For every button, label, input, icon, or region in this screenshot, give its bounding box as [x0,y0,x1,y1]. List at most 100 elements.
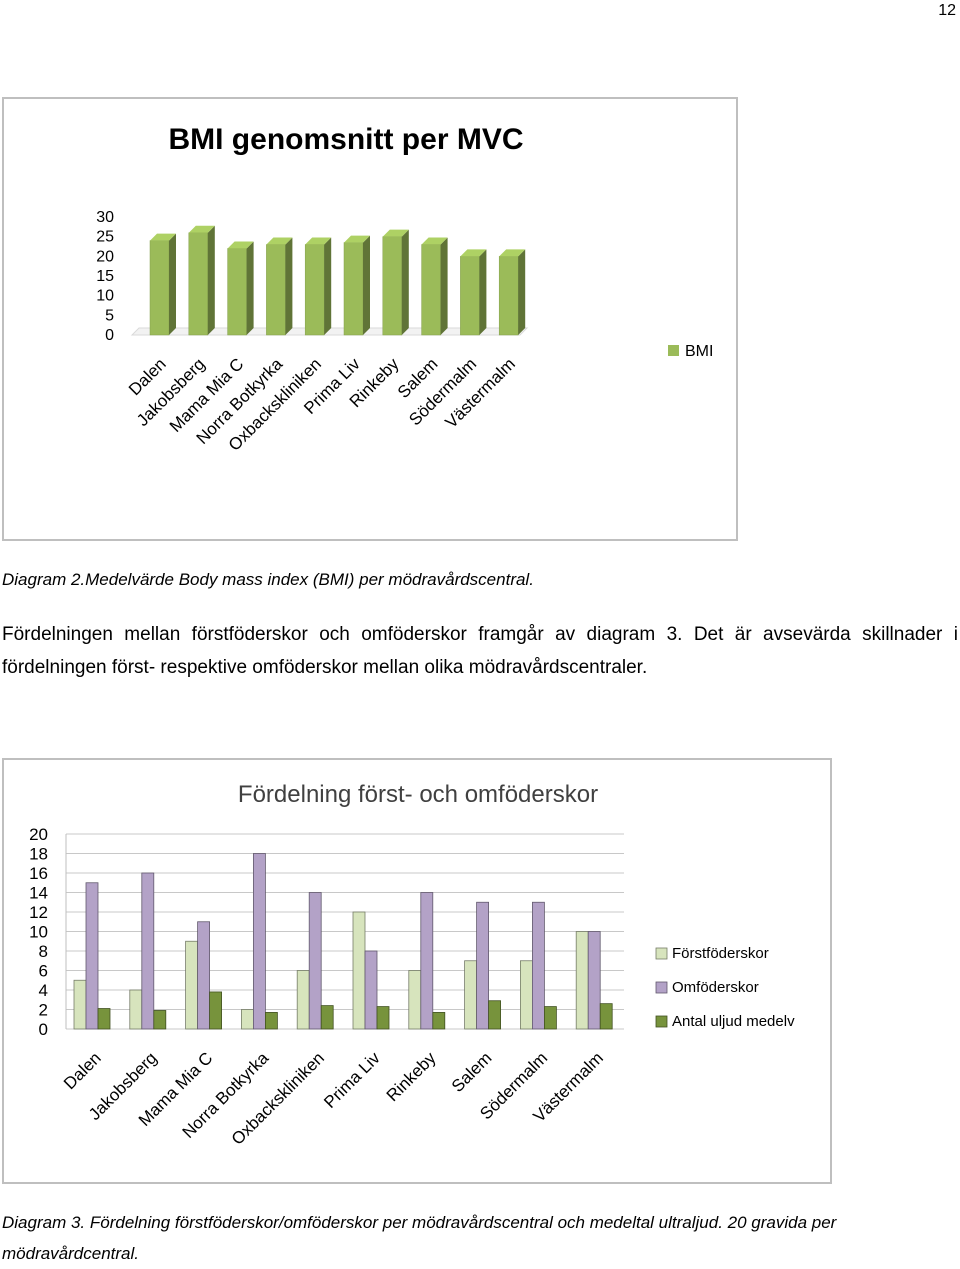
bar [376,1006,390,1030]
bar [153,1010,167,1030]
y-tick-label: 8 [39,942,48,961]
bar [544,1006,557,1030]
distribution-chart: Fördelning först- och omföderskor 0 2 4 6 8 10… [2,758,832,1184]
bar [382,236,403,336]
y-tick-label: 30 [96,209,114,226]
bar-top [305,237,332,245]
legend-swatch [655,1015,668,1028]
y-tick-label: 6 [39,962,48,981]
y-tick-label: 18 [29,845,48,864]
y-tick-label: 10 [29,923,48,942]
bar [587,931,601,1030]
chart-title: Fördelning först- och omföderskor [238,781,598,808]
legend-label-bmi: BMI [685,343,713,360]
bar [488,1000,502,1030]
bar [575,931,589,1030]
bar-side [207,225,215,335]
bar [420,892,434,1030]
y-tick-label: 0 [105,327,114,344]
legend-swatch [655,981,668,994]
bar [421,244,441,336]
y-tick-label: 16 [29,864,48,883]
diagram-2-caption: Diagram 2.Medelvärde Body mass index (BM… [2,570,534,589]
y-tick-label: 25 [96,229,114,246]
bar-side [246,241,254,335]
bar [97,1008,111,1030]
bar-top [344,235,370,243]
bar [599,1003,613,1030]
bar [227,248,247,336]
bar-side [324,237,332,335]
bar [532,901,545,1030]
y-tick-label: 14 [29,884,48,903]
bar-top [188,225,215,233]
bar [343,242,364,336]
bar [464,960,478,1030]
x-tick-label: Prima Liv [320,1048,384,1112]
page-number: 12 [938,2,956,19]
bar [141,872,155,1030]
bar [73,979,87,1030]
bar [197,921,211,1030]
body-paragraph: Fördelningen mellan förstföderskor och o… [2,624,958,678]
bar-top [421,237,448,245]
bar [308,892,322,1030]
bar [352,911,366,1030]
bar-top [499,249,526,257]
bar-top [227,241,254,249]
bar-side [363,235,370,335]
bar-top [150,233,176,241]
bar-top [460,249,487,257]
bar-side [518,249,526,335]
bar [364,950,378,1030]
bar-top [266,237,293,245]
legend-label: Förstföderskor [672,945,769,962]
bar [408,970,422,1030]
bar [188,232,209,336]
legend-swatch-bmi [668,345,679,356]
bar [209,991,223,1030]
bar [185,940,199,1030]
bar [476,901,490,1030]
legend-label: Omföderskor [672,979,759,996]
legend-swatch [655,947,668,960]
bar [460,256,480,336]
diagram-3-caption: Diagram 3. Fördelning förstföderskor/omf… [2,1213,837,1263]
y-tick-label: 2 [39,1001,48,1020]
bar-top [382,229,409,237]
bar [129,989,143,1030]
x-tick-label: Dalen [60,1048,105,1093]
bar [296,970,310,1030]
x-tick-label: Rinkeby [383,1048,440,1105]
y-tick-label: 0 [39,1020,48,1039]
bmi-chart-svg: BMI genomsnitt per MVC051015202530DalenJ… [96,123,713,455]
y-tick-label: 20 [96,248,114,265]
bar-side [285,237,293,335]
y-tick-label: 12 [29,903,48,922]
bar [240,1009,254,1030]
y-tick-label: 20 [29,825,48,844]
y-tick-label: 5 [105,307,114,324]
bar-side [169,233,176,335]
bar-side [440,237,448,335]
chart-title: BMI genomsnitt per MVC [168,123,523,156]
bar [266,244,286,336]
legend-label: Antal uljud medelv [672,1013,795,1030]
y-tick-label: 15 [96,268,114,285]
bar [264,1012,278,1030]
bar [304,244,325,336]
y-tick-label: 4 [39,981,48,1000]
bar [432,1012,446,1030]
bar [149,240,170,336]
bar [498,256,519,336]
bar-side [401,229,409,335]
bar [520,960,533,1030]
bmi-chart: BMI genomsnitt per MVC 0 5 10 15 20 25 30 Dalen J… [2,97,738,541]
bar [252,853,266,1030]
x-tick-label: Salem [448,1048,496,1096]
bar [85,882,99,1030]
distribution-chart-svg: Fördelning först- och omföderskor 0246810… [29,781,795,1149]
bar-side [479,249,487,335]
bar [320,1005,334,1030]
y-tick-label: 10 [96,288,114,305]
